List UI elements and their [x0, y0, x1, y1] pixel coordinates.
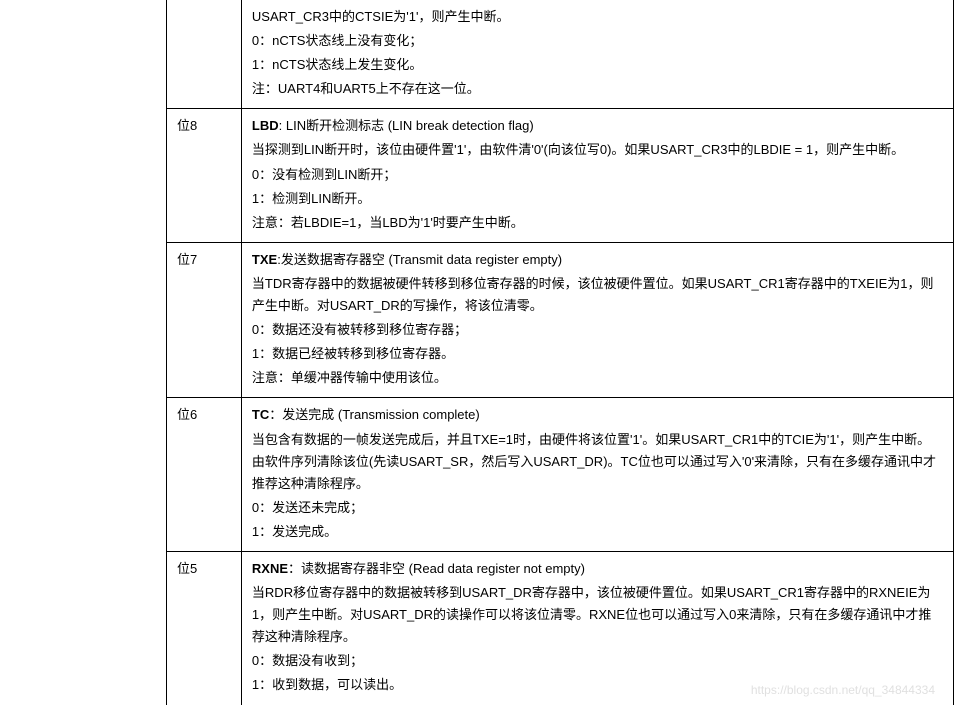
bit-label-cell: 位7 [167, 242, 242, 398]
bit-label-cell: 位5 [167, 551, 242, 704]
bit-description-cell: USART_CR3中的CTSIE为'1'，则产生中断。0：nCTS状态线上没有变… [241, 0, 953, 109]
bit-title: RXNE：读数据寄存器非空 (Read data register not em… [252, 558, 943, 580]
description-line: 当探测到LIN断开时，该位由硬件置'1'，由软件清'0'(向该位写0)。如果US… [252, 139, 943, 161]
bit-title-desc: ：发送完成 (Transmission complete) [269, 407, 479, 422]
description-line: 1：数据已经被转移到移位寄存器。 [252, 343, 943, 365]
bit-description-cell: TC：发送完成 (Transmission complete) 当包含有数据的一帧… [241, 398, 953, 552]
description-line: 1：发送完成。 [252, 521, 943, 543]
description-line: 当TDR寄存器中的数据被硬件转移到移位寄存器的时候，该位被硬件置位。如果USAR… [252, 273, 943, 317]
bit-description-cell: LBD: LIN断开检测标志 (LIN break detection flag… [241, 109, 953, 242]
description-line: 当包含有数据的一帧发送完成后，并且TXE=1时，由硬件将该位置'1'。如果USA… [252, 429, 943, 495]
description-line: 0：nCTS状态线上没有变化； [252, 30, 943, 52]
bit-title-desc: : LIN断开检测标志 (LIN break detection flag) [279, 118, 534, 133]
bit-name-bold: RXNE [252, 561, 288, 576]
bit-title: TC：发送完成 (Transmission complete) [252, 404, 943, 426]
description-line: 注意：若LBDIE=1，当LBD为'1'时要产生中断。 [252, 212, 943, 234]
watermark-text: https://blog.csdn.net/qq_34844334 [751, 683, 935, 697]
bit-title-desc: :发送数据寄存器空 (Transmit data register empty) [277, 252, 562, 267]
description-line: 注意：单缓冲器传输中使用该位。 [252, 367, 943, 389]
description-line: 0：发送还未完成； [252, 497, 943, 519]
bit-label-cell [167, 0, 242, 109]
bit-name-bold: LBD [252, 118, 279, 133]
description-line: USART_CR3中的CTSIE为'1'，则产生中断。 [252, 6, 943, 28]
bit-label-cell: 位8 [167, 109, 242, 242]
bit-name-bold: TC [252, 407, 269, 422]
bit-label-cell: 位6 [167, 398, 242, 552]
table-row: 位7 TXE:发送数据寄存器空 (Transmit data register e… [167, 242, 954, 398]
table-row: 位8 LBD: LIN断开检测标志 (LIN break detection fl… [167, 109, 954, 242]
bit-name-bold: TXE [252, 252, 277, 267]
table-row: 位6 TC：发送完成 (Transmission complete) 当包含有数据的… [167, 398, 954, 552]
description-line: 注：UART4和UART5上不存在这一位。 [252, 78, 943, 100]
description-line: 1：检测到LIN断开。 [252, 188, 943, 210]
table-row: USART_CR3中的CTSIE为'1'，则产生中断。0：nCTS状态线上没有变… [167, 0, 954, 109]
bit-title: LBD: LIN断开检测标志 (LIN break detection flag… [252, 115, 943, 137]
register-bit-table: USART_CR3中的CTSIE为'1'，则产生中断。0：nCTS状态线上没有变… [166, 0, 954, 705]
description-line: 0：数据还没有被转移到移位寄存器； [252, 319, 943, 341]
description-line: 当RDR移位寄存器中的数据被转移到USART_DR寄存器中，该位被硬件置位。如果… [252, 582, 943, 648]
bit-title: TXE:发送数据寄存器空 (Transmit data register emp… [252, 249, 943, 271]
bit-title-desc: ：读数据寄存器非空 (Read data register not empty) [288, 561, 585, 576]
description-line: 0：没有检测到LIN断开； [252, 164, 943, 186]
description-line: 1：nCTS状态线上发生变化。 [252, 54, 943, 76]
description-line: 0：数据没有收到； [252, 650, 943, 672]
bit-description-cell: TXE:发送数据寄存器空 (Transmit data register emp… [241, 242, 953, 398]
